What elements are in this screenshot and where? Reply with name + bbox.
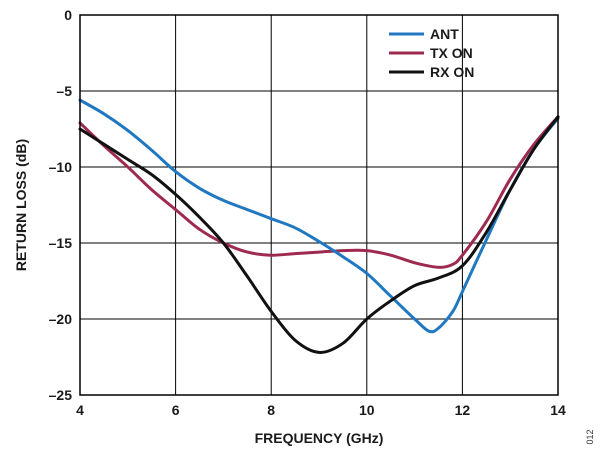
series-layer [78, 98, 560, 354]
x-tick-label: 8 [267, 402, 275, 418]
series-line-tx-on [78, 115, 560, 269]
y-tick-label: –20 [49, 311, 73, 327]
y-tick-label: –5 [56, 83, 72, 99]
plot-frame [79, 14, 559, 396]
series-line-rx-on [78, 115, 560, 354]
y-tick-label: –10 [49, 159, 73, 175]
x-axis-title: FREQUENCY (GHz) [255, 430, 384, 446]
y-tick-label: 0 [64, 7, 72, 23]
series-line-ant [78, 98, 560, 334]
legend-label: ANT [430, 26, 459, 42]
x-tick-label: 14 [550, 402, 566, 418]
x-tick-label: 4 [76, 402, 84, 418]
figure-id: 012 [585, 429, 595, 444]
legend-label: TX ON [430, 45, 473, 61]
x-tick-label: 10 [359, 402, 375, 418]
legend: ANT TX ON RX ON [389, 26, 474, 80]
legend-label: RX ON [430, 64, 474, 80]
x-tick-label: 6 [172, 402, 180, 418]
y-tick-label: –15 [49, 235, 73, 251]
y-tick-label: –25 [49, 387, 73, 403]
y-axis-title: RETURN LOSS (dB) [13, 139, 29, 271]
grid-layer [79, 14, 559, 396]
x-tick-label: 12 [455, 402, 471, 418]
tick-labels: 4 6 8 10 12 14 0 –5 –10 –15 –20 –25 [49, 7, 566, 418]
